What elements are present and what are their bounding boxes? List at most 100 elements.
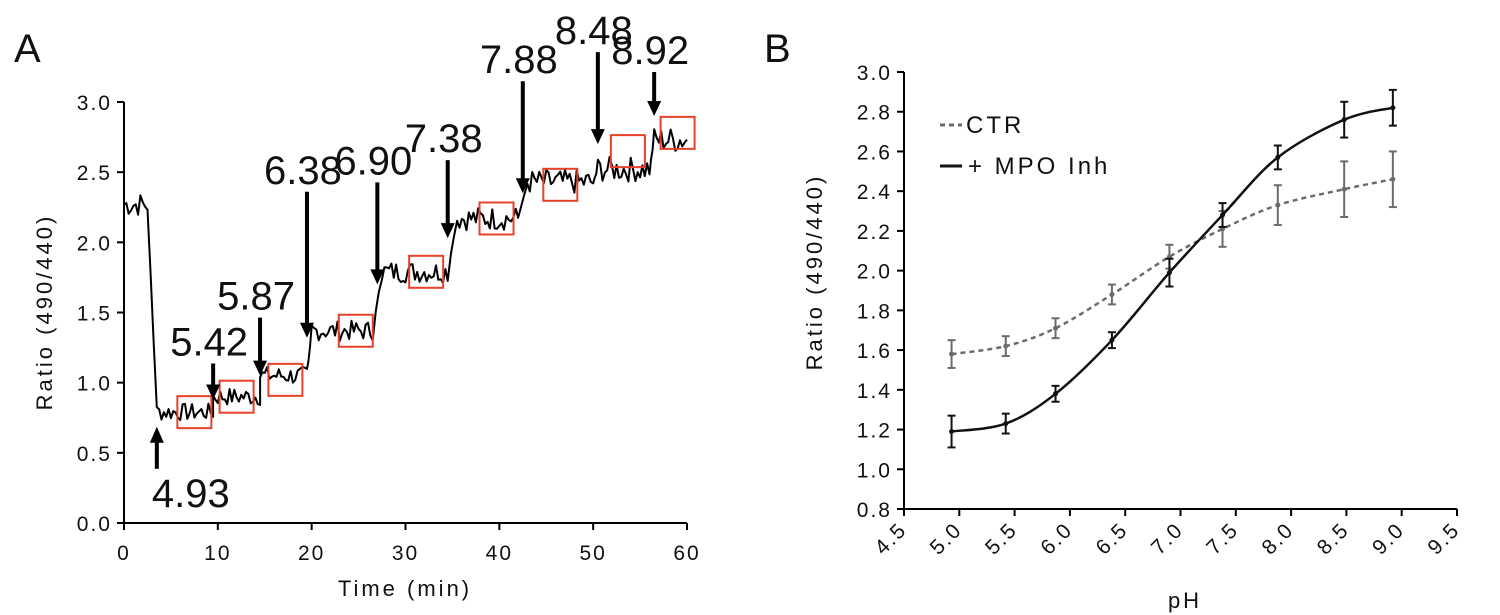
legend-mpo-label: + MPO Inh (968, 153, 1110, 180)
panel-b-data-point (1053, 325, 1059, 331)
panel-a-trace (123, 128, 688, 421)
panel-b-y-ticks: 0.8 1.0 1.2 1.4 1.6 1.8 2.0 2.2 2.4 2.6 2.8 3.0 (857, 62, 904, 522)
panel-a-arrow-head (253, 360, 268, 376)
panel-b-data-point (1053, 391, 1059, 397)
panel-a-y-tick-label: 2.5 (77, 162, 112, 185)
panel-b-fit-line (951, 178, 1394, 356)
panel-b-x-tick-label: 8.0 (1257, 518, 1298, 559)
panel-b-y-tick-label: 0.8 (857, 499, 892, 522)
panel-a-arrow-head (299, 322, 314, 338)
panel-b-x-tick-label: 5.5 (981, 518, 1022, 559)
panel-a-plateau-box (218, 379, 255, 414)
panel-b-series-1 (947, 88, 1397, 449)
panel-b-data-point (1275, 202, 1281, 208)
panel-b-y-tick-label: 1.2 (857, 420, 892, 443)
panel-b-x-ticks: 4.5 5.0 5.5 6.0 6.5 7.0 7.5 8.0 8.5 9.0 9.5 (870, 509, 1465, 559)
panel-a-ph-label: 4.93 (152, 472, 230, 516)
panel-a-ph-label: 6.38 (264, 149, 342, 193)
panel-a-x-tick-label: 60 (673, 542, 700, 565)
panel-a-x-tick-label: 10 (204, 542, 231, 565)
panel-a-ph-annotation: 4.93 (149, 426, 230, 516)
panel-a-y-tick-label: 3.0 (77, 92, 112, 115)
panel-a-y-tick-label: 0.0 (77, 513, 112, 536)
panel-b-data-point (1341, 117, 1347, 123)
panel-a-plateau-box (609, 134, 646, 169)
panel-a-ph-label: 8.48 (555, 9, 633, 53)
panel-b-x-tick-label: 7.5 (1202, 518, 1243, 559)
panel-a-y-ticks: 0.0 0.5 1.0 1.5 2.0 2.5 3.0 (77, 92, 124, 536)
panel-a-ph-annotation: 6.90 (334, 139, 412, 285)
panel-a-y-tick-label: 1.5 (77, 303, 112, 326)
panel-b-data-point (1220, 212, 1226, 218)
panel-a-x-label: Time (min) (338, 576, 472, 601)
panel-a: A 0 10 20 30 40 50 60 0.0 0.5 1.0 1.5 2.0 2.5 3.0 Ti… (14, 9, 700, 601)
panel-a-ph-label: 5.87 (217, 275, 295, 319)
panel-b-data-point (1003, 343, 1009, 349)
panel-b-y-tick-label: 2.2 (857, 221, 892, 244)
panel-a-letter: A (14, 27, 41, 71)
panel-b-data-point (1166, 270, 1172, 276)
panel-b-y-tick-label: 1.4 (857, 380, 892, 403)
panel-b-data-point (1109, 337, 1115, 343)
panel-a-ph-annotation: 5.42 (170, 321, 248, 400)
panel-a-ph-annotation: 5.87 (217, 275, 295, 376)
panel-a-y-tick-label: 1.0 (77, 373, 112, 396)
panel-b-y-tick-label: 2.0 (857, 261, 892, 284)
panel-b-x-tick-label: 4.5 (870, 518, 911, 559)
panel-a-x-tick-label: 50 (579, 542, 606, 565)
legend-ctr-label: CTR (966, 112, 1024, 139)
panel-b-y-tick-label: 2.4 (857, 181, 892, 204)
panel-b-x-tick-label: 7.0 (1147, 518, 1188, 559)
panel-b-x-tick-label: 8.5 (1313, 518, 1354, 559)
panel-a-plateau-box (408, 254, 445, 289)
panel-b-data-point (1341, 186, 1347, 192)
panel-a-ph-annotation: 8.92 (611, 29, 689, 117)
panel-a-ph-annotation: 6.38 (264, 149, 342, 338)
panel-a-boxes (176, 115, 696, 430)
panel-b-x-tick-label: 5.0 (926, 518, 967, 559)
panel-b-y-tick-label: 1.8 (857, 300, 892, 323)
panel-a-x-tick-label: 40 (486, 542, 513, 565)
panel-b-series-0 (947, 150, 1397, 369)
panel-a-arrow-head (590, 129, 605, 145)
panel-a-arrow-head (515, 178, 530, 194)
panel-a-ph-label: 7.38 (405, 117, 483, 161)
panel-b-legend: CTR + MPO Inh (940, 112, 1110, 180)
panel-a-ph-annotation: 7.38 (405, 117, 483, 239)
panel-a-arrow-head (440, 223, 455, 239)
panel-a-annotations: 4.93 5.425.87 6.386.907.38 7.888.488.92 (149, 9, 689, 516)
panel-a-x-tick-label: 30 (392, 542, 419, 565)
panel-b-y-tick-label: 3.0 (857, 62, 892, 85)
panel-b-data-point (1275, 154, 1281, 160)
panel-a-ph-annotation: 7.88 (480, 38, 558, 194)
panel-b-series (947, 88, 1397, 449)
panel-a-x-tick-label: 0 (117, 542, 131, 565)
panel-a-arrow-head (206, 384, 221, 400)
panel-a-plateau-box (267, 362, 304, 397)
panel-b-y-tick-label: 2.6 (857, 141, 892, 164)
panel-a-x-ticks: 0 10 20 30 40 50 60 (117, 523, 700, 565)
panel-b-data-point (1109, 291, 1115, 297)
panel-b-data-point (1003, 421, 1009, 427)
panel-b-x-tick-label: 6.0 (1036, 518, 1077, 559)
panel-b-y-tick-label: 1.6 (857, 340, 892, 363)
panel-a-x-tick-label: 20 (298, 542, 325, 565)
panel-b-x-tick-label: 9.0 (1368, 518, 1409, 559)
panel-a-arrow-head (647, 101, 662, 117)
panel-a-ph-label: 5.42 (170, 321, 248, 365)
panel-a-arrow-head (149, 426, 164, 443)
panel-a-arrow-head (370, 269, 385, 285)
panel-b-data-point (1390, 176, 1396, 182)
panel-a-ph-annotation: 8.48 (555, 9, 633, 145)
panel-a-ratio-line (123, 128, 688, 421)
panel-b: B 4.5 5.0 5.5 6.0 6.5 7.0 7.5 8.0 8.5 9.0 9.5 0.8 1… (764, 27, 1465, 613)
panel-b-y-label: Ratio (490/440) (802, 174, 827, 371)
panel-b-x-label: pH (1168, 588, 1202, 613)
panel-b-data-point (1390, 105, 1396, 111)
panel-a-y-tick-label: 2.0 (77, 232, 112, 255)
panel-b-y-tick-label: 2.8 (857, 102, 892, 125)
panel-a-ph-label: 8.92 (611, 29, 689, 73)
panel-a-y-tick-label: 0.5 (77, 443, 112, 466)
panel-b-letter: B (764, 27, 791, 71)
